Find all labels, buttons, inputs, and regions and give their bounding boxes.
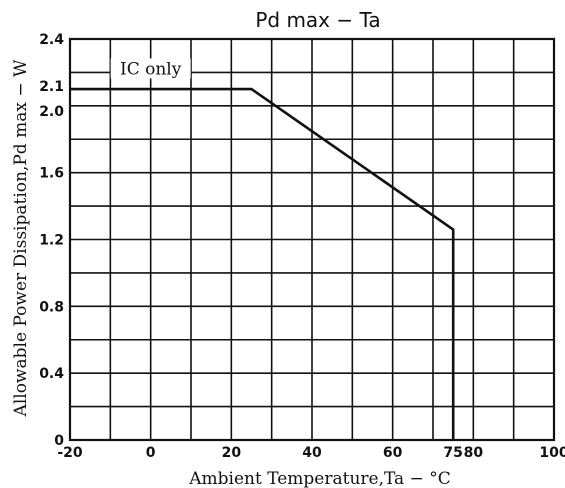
x-tick-label-4: 60 [383,445,403,461]
x-axis-title: Ambient Temperature,Ta − °C [188,469,450,488]
series-line-0 [70,87,455,440]
grid-lines [70,39,554,440]
x-tick-label-2: 20 [222,445,242,461]
y-tick-label-7: 2.4 [39,32,64,48]
y-tick-label-4: 1.6 [39,166,64,182]
y-tick-label-3: 1.2 [39,233,64,249]
y-tick-label-6: 2.1 [39,79,64,95]
plot-frame [68,37,556,442]
chart-title: Pd max − Ta [255,8,380,32]
annotation-background-0 [110,58,191,79]
y-tick-label-1: 0.4 [39,366,64,382]
y-tick-label-2: 0.8 [39,299,64,315]
annotations: IC only [110,58,191,79]
y-tick-label-5: 2.0 [39,104,64,120]
annotation-label-0: IC only [120,59,182,79]
curve-layer [70,87,455,440]
x-tick-label-7: 100 [539,445,565,461]
x-tick-label-1: 0 [146,445,156,461]
x-tick-label-6: 80 [464,445,484,461]
y-axis-title: Allowable Power Dissipation,Pd max − W [11,59,31,417]
x-tick-label-0: -20 [57,445,83,461]
x-tick-label-3: 40 [302,445,322,461]
x-tick-label-5: 75 [443,445,462,461]
y-tick-label-0: 0 [54,433,64,449]
